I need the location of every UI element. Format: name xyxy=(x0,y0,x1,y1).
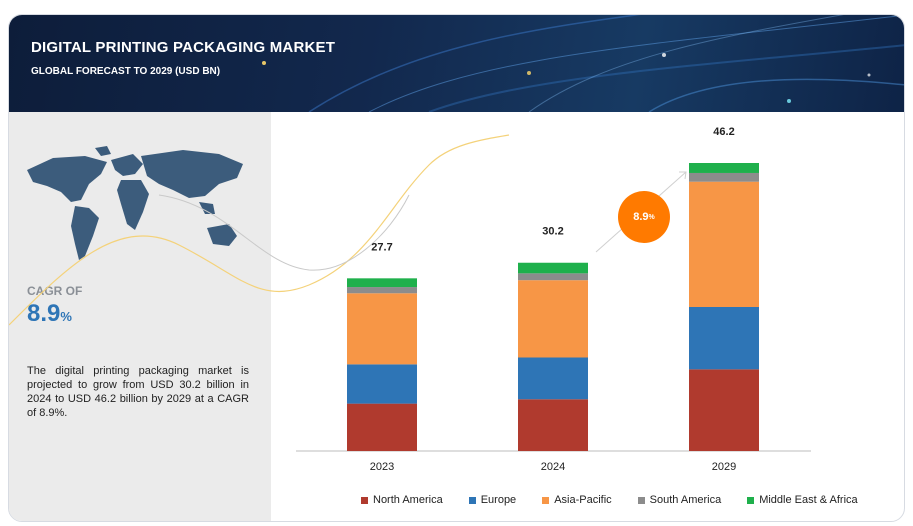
cagr-value: 8.9% xyxy=(27,300,72,328)
market-description: The digital printing packaging market is… xyxy=(27,365,249,419)
total-label-2023: 27.7 xyxy=(371,241,392,253)
bar-segment-2023-middle-east-africa xyxy=(347,278,417,288)
legend-swatch xyxy=(637,496,645,504)
badge-value: 8.9 xyxy=(633,211,649,223)
legend-item-asia-pacific: Asia-Pacific xyxy=(542,494,612,506)
stacked-bar-chart: 27.7 2023 30.2 2024 46.2 2029 xyxy=(296,126,811,473)
summary-panel: CAGR OF 8.9% The digital printing packag… xyxy=(9,112,271,521)
header-decoration xyxy=(262,15,904,112)
legend-swatch xyxy=(542,496,550,504)
bar-segment-2024-europe xyxy=(518,357,588,400)
bar-segment-2023-north-america xyxy=(347,403,417,451)
legend-item-north-america: North America xyxy=(361,494,443,506)
legend-label: Europe xyxy=(480,494,517,506)
legend-label: South America xyxy=(649,494,722,506)
bar-segment-2024-south-america xyxy=(518,273,588,281)
bar-segment-2023-europe xyxy=(347,364,417,404)
legend-item-europe: Europe xyxy=(468,494,517,506)
total-label-2024: 30.2 xyxy=(542,226,563,238)
badge-unit: % xyxy=(648,213,655,221)
bar-segment-2029-middle-east-africa xyxy=(689,163,759,173)
header-banner: DIGITAL PRINTING PACKAGING MARKET GLOBAL… xyxy=(9,15,904,112)
x-tick-label-2023: 2023 xyxy=(370,461,394,473)
bar-segment-2029-europe xyxy=(689,307,759,370)
bar-segment-2023-asia-pacific xyxy=(347,293,417,365)
cagr-unit: % xyxy=(60,309,72,324)
bar-segment-2029-south-america xyxy=(689,172,759,182)
bar-segment-2024-middle-east-africa xyxy=(518,262,588,274)
bar-segment-2029-asia-pacific xyxy=(689,181,759,307)
bar-segment-2024-north-america xyxy=(518,399,588,451)
page-subtitle: GLOBAL FORECAST TO 2029 (USD BN) xyxy=(31,66,221,77)
legend-swatch xyxy=(468,496,476,504)
cagr-badge: 8.9% xyxy=(618,191,670,243)
legend-label: Asia-Pacific xyxy=(554,494,612,506)
world-map-icon xyxy=(27,146,243,260)
bar-segment-2024-asia-pacific xyxy=(518,280,588,358)
x-tick-label-2029: 2029 xyxy=(712,461,736,473)
legend-swatch xyxy=(361,496,368,504)
legend-swatch xyxy=(747,496,755,504)
bar-segment-2029-north-america xyxy=(689,369,759,451)
legend-item-middle-east-africa: Middle East & Africa xyxy=(747,494,858,506)
legend-item-south-america: South America xyxy=(637,494,722,506)
chart-area: 27.7 2023 30.2 2024 46.2 2029 8.9% North Amer… xyxy=(271,112,904,521)
cagr-label: CAGR OF xyxy=(27,284,83,298)
x-tick-label-2024: 2024 xyxy=(541,461,565,473)
legend-label: Middle East & Africa xyxy=(759,494,858,506)
total-label-2029: 46.2 xyxy=(713,126,734,138)
page-title: DIGITAL PRINTING PACKAGING MARKET xyxy=(31,39,336,56)
infographic-card: DIGITAL PRINTING PACKAGING MARKET GLOBAL… xyxy=(8,14,905,522)
bar-segment-2023-south-america xyxy=(347,287,417,294)
cagr-number: 8.9 xyxy=(27,300,61,327)
chart-legend: North America Europe Asia-Pacific South Ame… xyxy=(361,494,858,506)
legend-label: North America xyxy=(373,494,443,506)
